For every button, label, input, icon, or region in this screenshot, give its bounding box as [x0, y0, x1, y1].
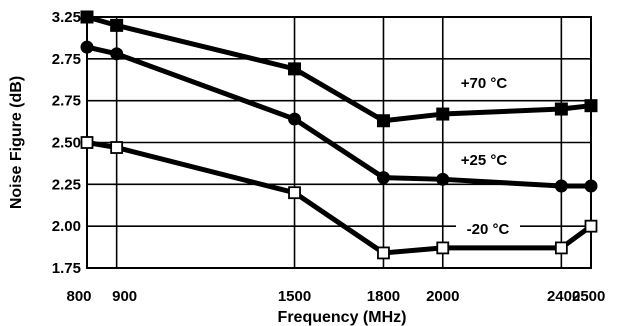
data-point-hollow-square: [288, 186, 301, 200]
data-point-filled-square: [584, 99, 598, 113]
series-label: +70 °C: [461, 75, 508, 92]
data-point-hollow-square: [584, 219, 598, 233]
data-point-circle: [436, 172, 450, 186]
x-tick-label: 900: [112, 288, 137, 305]
x-tick-label: 2400: [547, 288, 580, 305]
data-point-hollow-square: [377, 246, 390, 260]
series-lines: [86, 14, 593, 256]
y-tick-label: 2.25: [52, 176, 81, 193]
y-tick-label: 2.00: [52, 218, 81, 235]
data-point-circle: [376, 171, 390, 185]
data-point-hollow-square: [80, 136, 94, 149]
x-tick-label: 2500: [572, 288, 605, 305]
y-tick-labels: 1.75 2.00 2.25 2.50 2.75 2.75 3.25: [52, 9, 81, 277]
series-label-bg: [452, 73, 516, 93]
data-point-circle: [584, 179, 598, 193]
x-tick-label: 1800: [367, 288, 400, 305]
data-point-circle: [554, 179, 568, 193]
data-point-circle: [288, 112, 302, 126]
y-axis-title: Noise Figure (dB): [8, 76, 25, 209]
y-tick-label: 3.25: [52, 9, 81, 26]
data-point-filled-square: [436, 107, 450, 121]
y-tick-label: 2.75: [52, 93, 81, 110]
y-tick-label: 2.75: [52, 51, 81, 68]
data-point-hollow-square: [110, 141, 124, 154]
series-label: -20 °C: [467, 221, 510, 238]
data-point-circle: [110, 47, 124, 61]
y-tick-label: 2.50: [52, 135, 81, 152]
x-tick-label: 800: [66, 288, 91, 305]
data-point-filled-square: [376, 114, 390, 128]
data-point-filled-square: [554, 102, 568, 116]
series-markers: [80, 10, 598, 260]
series-label-bg: [456, 219, 520, 239]
series-label: +25 °C: [461, 152, 508, 169]
data-point-filled-square: [110, 18, 124, 32]
x-tick-label: 2000: [426, 288, 459, 305]
x-axis-title: Frequency (MHz): [278, 309, 407, 326]
data-point-filled-square: [288, 62, 302, 76]
y-tick-label: 1.75: [52, 260, 81, 277]
series-labels: +70 °C +25 °C -20 °C: [452, 73, 520, 239]
data-point-hollow-square: [554, 241, 568, 255]
x-tick-label: 1500: [278, 288, 311, 305]
data-point-hollow-square: [436, 241, 450, 255]
data-point-circle: [80, 40, 94, 54]
series-label-bg: [452, 150, 516, 170]
data-point-filled-square: [80, 10, 94, 24]
